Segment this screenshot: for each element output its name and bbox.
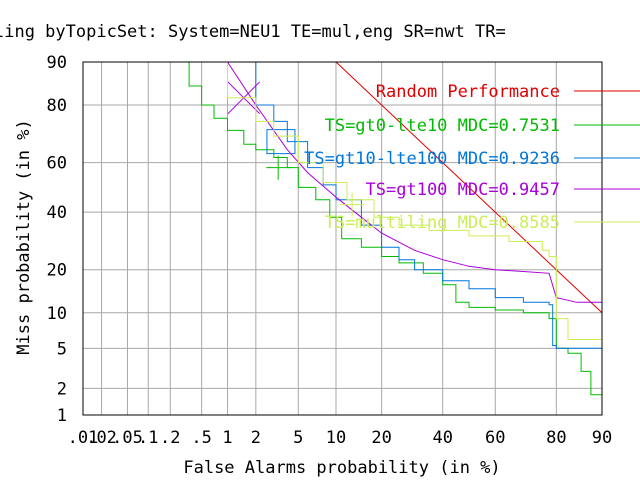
y-tick-label-5: 5 xyxy=(57,339,67,359)
legend-layer: Random Performance TS=gt0-lte10 MDC=0.753… xyxy=(304,82,640,233)
x-tick-label-60: 60 xyxy=(485,428,505,448)
legend-label-ts-gt10-lte100-mdc-0-9236: TS=gt10-lte100 MDC=0.9236 xyxy=(304,149,560,169)
plot-frame xyxy=(82,61,603,416)
x-axis-label: False Alarms probability (in %) xyxy=(183,458,500,478)
x-tick-label-01: .01 xyxy=(68,428,99,448)
y-axis-label: Miss probability (in %) xyxy=(14,119,34,354)
y-tick-label-1: 1 xyxy=(57,406,67,426)
y-tick-label-20: 20 xyxy=(47,261,67,281)
x-tick-label-1: 1 xyxy=(222,428,232,448)
y-tick-label-90: 90 xyxy=(47,53,67,73)
x-tick-label-80: 80 xyxy=(546,428,566,448)
x-tick-label-5: .5 xyxy=(191,428,211,448)
series-layer xyxy=(181,61,602,396)
y-tick-label-2: 2 xyxy=(57,379,67,399)
series-line-ts-gt100-mdc-0-9457 xyxy=(227,61,602,303)
y-tick-label-60: 60 xyxy=(47,154,67,174)
x-tick-label-02: .02 xyxy=(86,428,117,448)
mdc-marker-ts-multiling-mdc-0-8585 xyxy=(340,192,365,217)
y-tick-label-80: 80 xyxy=(47,96,67,116)
mdc-marker-ts-gt10-lte100-mdc-0-9236 xyxy=(266,129,296,155)
y-tick-label-40: 40 xyxy=(47,203,67,223)
x-tick-label-5: 5 xyxy=(293,428,303,448)
mdc-marker-ts-gt0-lte10-mdc-0-7531 xyxy=(266,155,291,180)
legend-label-ts-gt0-lte10-mdc-0-7531: TS=gt0-lte10 MDC=0.7531 xyxy=(325,116,560,136)
x-tick-label-90: 90 xyxy=(592,428,612,448)
legend-label-ts-gt100-mdc-0-9457: TS=gt100 MDC=0.9457 xyxy=(366,180,560,200)
x-tick-label-1: .1 xyxy=(138,428,158,448)
series-line-ts-gt10-lte100-mdc-0-9236 xyxy=(227,61,602,349)
tick-layer: .01.02.05.1.2.5 1 2 5 10 20 40 60 80 901251020406… xyxy=(47,53,613,448)
x-tick-label-20: 20 xyxy=(371,428,391,448)
series-line-ts-multiling-mdc-0-8585 xyxy=(201,61,602,340)
series-line-random-performance xyxy=(335,61,603,314)
x-tick-label-05: .05 xyxy=(112,428,143,448)
x-tick-label-2: .2 xyxy=(160,428,180,448)
random-layer xyxy=(335,61,603,314)
x-tick-label-10: 10 xyxy=(326,428,346,448)
legend-label-random-performance: Random Performance xyxy=(376,82,560,102)
y-tick-label-10: 10 xyxy=(47,304,67,324)
series-line-ts-gt0-lte10-mdc-0-7531 xyxy=(181,61,602,396)
x-tick-label-40: 40 xyxy=(432,428,452,448)
legend-label-ts-multiling-mdc-0-8585: TS=multiling MDC=0.8585 xyxy=(325,213,560,233)
chart-title: ling byTopicSet: System=NEU1 TE=mul,eng … xyxy=(0,22,506,42)
x-tick-label-2: 2 xyxy=(251,428,261,448)
